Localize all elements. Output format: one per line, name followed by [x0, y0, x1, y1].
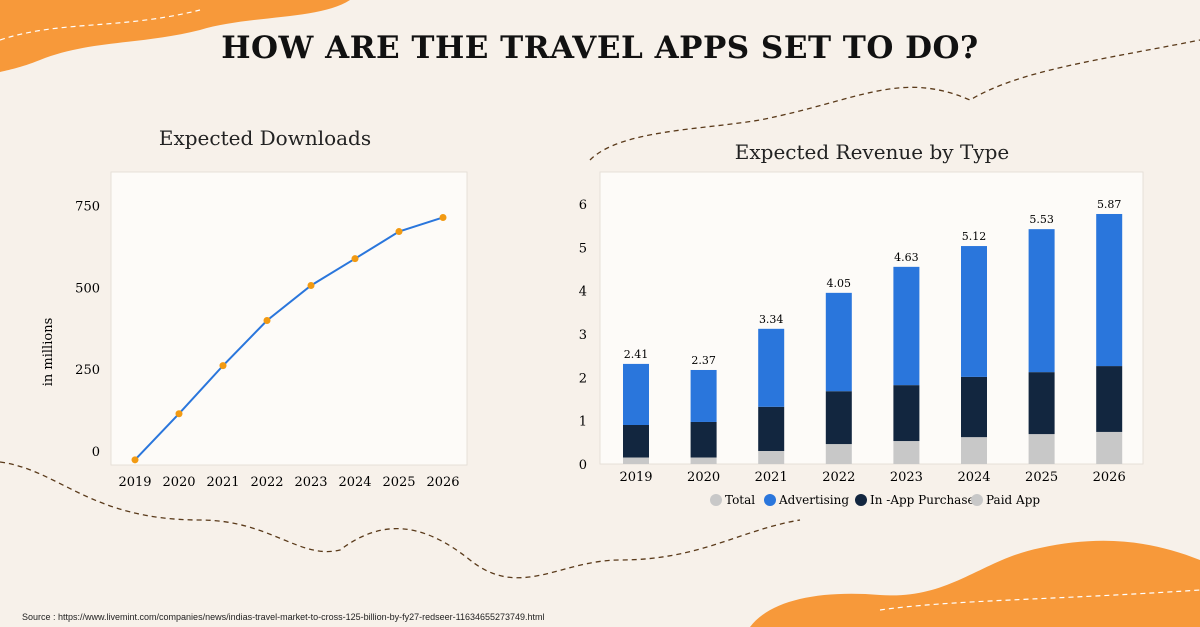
legend-label: Total — [725, 493, 755, 507]
x-tick-label: 2023 — [294, 475, 327, 490]
orange-blob-top-left — [0, 0, 350, 72]
total-label: 2.37 — [691, 354, 716, 367]
bar-segment-advertising — [690, 369, 717, 422]
plot-area — [110, 171, 468, 466]
x-tick-label: 2026 — [1093, 470, 1126, 485]
revenue-chart-title: Expected Revenue by Type — [734, 140, 1010, 164]
source-note: Source : https://www.livemint.com/compan… — [22, 612, 545, 622]
bar-segment-advertising — [758, 328, 785, 407]
data-point — [263, 317, 271, 325]
plot-area — [599, 171, 1144, 465]
legend-marker — [710, 494, 722, 506]
bar-segment-in-app-purchase — [623, 425, 649, 458]
bar-segment-advertising — [1096, 213, 1123, 367]
x-tick-label: 2019 — [619, 470, 652, 485]
bar-segment-in-app-purchase — [893, 385, 920, 442]
x-tick-label: 2020 — [687, 470, 720, 485]
dashed-path — [0, 461, 801, 579]
total-label: 5.53 — [1029, 213, 1054, 226]
downloads-chart-title: Expected Downloads — [158, 126, 372, 150]
bar-segment-paid-app — [1028, 434, 1055, 464]
x-tick-label: 2023 — [890, 470, 923, 485]
bar-segment-in-app-purchase — [690, 421, 717, 458]
page-title: HOW ARE THE TRAVEL APPS SET TO DO? — [221, 30, 979, 66]
bar-segment-advertising — [1028, 229, 1055, 373]
total-label: 5.12 — [962, 230, 987, 243]
y-tick-label: 1 — [579, 415, 587, 430]
y-axis-label: in millions — [41, 318, 56, 387]
bar-segment-in-app-purchase — [825, 391, 852, 445]
data-point — [351, 255, 359, 263]
total-label: 4.05 — [827, 277, 852, 290]
y-tick-label: 0 — [579, 458, 587, 473]
y-tick-label: 0 — [92, 445, 100, 460]
y-tick-label: 250 — [75, 363, 100, 378]
data-point — [395, 228, 403, 236]
x-tick-label: 2022 — [822, 470, 855, 485]
downloads-line — [134, 216, 444, 461]
bar-segment-paid-app — [825, 444, 852, 464]
x-tick-label: 2019 — [118, 475, 151, 490]
x-tick-label: 2021 — [206, 475, 239, 490]
bar-segment-paid-app — [758, 451, 785, 464]
bar-segment-advertising — [893, 266, 920, 386]
y-tick-label: 750 — [75, 200, 100, 215]
legend-marker — [971, 494, 983, 506]
x-tick-label: 2024 — [957, 470, 990, 485]
y-tick-label: 3 — [579, 328, 587, 343]
bar-segment-paid-app — [961, 437, 987, 464]
legend-marker — [855, 494, 867, 506]
legend-label: Paid App — [986, 493, 1040, 507]
downloads-line-chart: in millions 0 250 500 750 2019 2020 2021 2022 20… — [41, 171, 468, 490]
x-tick-label: 2021 — [755, 470, 788, 485]
data-point — [219, 362, 227, 370]
data-point — [439, 213, 447, 221]
bar-segment-advertising — [961, 246, 987, 377]
bar-segment-in-app-purchase — [758, 406, 785, 452]
x-tick-label: 2020 — [162, 475, 195, 490]
legend-label: Advertising — [778, 493, 849, 507]
x-tick-label: 2022 — [250, 475, 283, 490]
bar-segment-in-app-purchase — [1096, 366, 1123, 432]
bar-segment-advertising — [623, 363, 649, 426]
legend-marker — [764, 494, 776, 506]
x-tick-label: 2026 — [426, 475, 459, 490]
bar-segment-advertising — [825, 292, 852, 392]
total-label: 3.34 — [759, 313, 784, 326]
revenue-stacked-bar-chart: 0 1 2 3 4 5 6 2.41 2019 2.37 2020 3.34 2021 4.05 2022 4… — [579, 171, 1144, 507]
bar-segment-in-app-purchase — [1028, 372, 1055, 435]
y-tick-label: 2 — [579, 371, 587, 386]
x-tick-label: 2025 — [382, 475, 415, 490]
orange-blob-bottom-right — [750, 540, 1200, 627]
y-tick-label: 500 — [75, 281, 100, 296]
legend-label: In -App Purchase — [870, 493, 975, 507]
bar-segment-paid-app — [690, 457, 717, 464]
y-tick-label: 6 — [579, 198, 587, 213]
data-point — [131, 456, 139, 464]
dashed-path — [589, 39, 1200, 161]
data-point — [175, 410, 183, 418]
total-label: 2.41 — [624, 348, 649, 361]
bar-segment-paid-app — [1096, 431, 1123, 464]
data-point — [307, 282, 315, 290]
y-tick-label: 4 — [579, 285, 587, 300]
bar-segment-in-app-purchase — [961, 376, 987, 438]
x-tick-label: 2024 — [338, 475, 371, 490]
x-tick-label: 2025 — [1025, 470, 1058, 485]
bar-segment-paid-app — [623, 457, 649, 464]
bar-segment-paid-app — [893, 441, 920, 464]
total-label: 4.63 — [894, 251, 919, 264]
y-tick-label: 5 — [579, 241, 587, 256]
total-label: 5.87 — [1097, 198, 1122, 211]
